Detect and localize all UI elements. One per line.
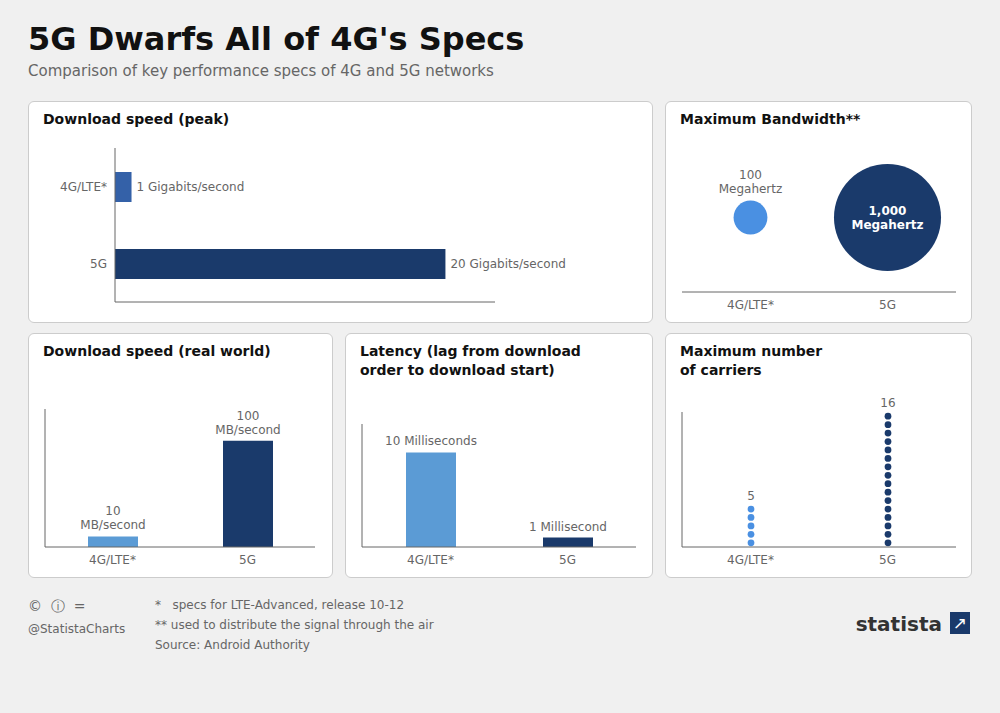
- html-text:** used to distribute the sign: ** used to distribute the signal through…: [155, 618, 434, 632]
- html-text:Comparison of key performance: Comparison of key performance specs of 4…: [28, 62, 494, 80]
- svg-text:10MB/second: 10MB/second: [80, 504, 145, 532]
- svg-text:5G: 5G: [879, 553, 896, 567]
- svg-text:4G/LTE*: 4G/LTE*: [727, 553, 774, 567]
- svg-text:10 Milliseconds: 10 Milliseconds: [385, 434, 477, 448]
- html-text:Maximum Bandwidth**: Maximum Bandwidth**: [680, 111, 861, 127]
- svg-text:100Megahertz: 100Megahertz: [719, 168, 783, 196]
- svg-text:5G: 5G: [559, 553, 576, 567]
- svg-text:5G: 5G: [90, 257, 107, 271]
- svg-text:5G: 5G: [879, 298, 896, 312]
- svg-text:4G/LTE*: 4G/LTE*: [407, 553, 454, 567]
- svg-text:1,000Megahertz: 1,000Megahertz: [851, 204, 923, 232]
- html-text:Download speed (peak): Download speed (peak): [43, 111, 230, 127]
- svg-text:5G: 5G: [239, 553, 256, 567]
- html-text:@StatistaCharts: @StatistaCharts: [28, 622, 126, 636]
- svg-text:5: 5: [747, 489, 755, 503]
- html-text:Source: Android Authority: Source: Android Authority: [155, 638, 310, 652]
- html-text:Latency (lag from download ord: Latency (lag from download order to down…: [360, 343, 581, 378]
- svg-text:100MB/second: 100MB/second: [215, 409, 280, 437]
- svg-text:4G/LTE*: 4G/LTE*: [89, 553, 136, 567]
- svg-text:20 Gigabits/second: 20 Gigabits/second: [450, 257, 565, 271]
- svg-text:16: 16: [880, 396, 895, 410]
- svg-text:1 Gigabits/second: 1 Gigabits/second: [137, 180, 245, 194]
- html-text:* specs for LTE-Advanced, rele: * specs for LTE-Advanced, release 10-12: [155, 598, 404, 612]
- svg-text:4G/LTE*: 4G/LTE*: [727, 298, 774, 312]
- svg-text:1 Millisecond: 1 Millisecond: [529, 520, 607, 534]
- html-text:Download speed (real world): Download speed (real world): [43, 343, 271, 359]
- svg-text:4G/LTE*: 4G/LTE*: [60, 180, 107, 194]
- html-text:Maximum number of carriers: Maximum number of carriers: [680, 343, 823, 378]
- html-text:statista: statista: [855, 612, 942, 636]
- html-text:5G Dwarfs All of 4G's Specs: 5G Dwarfs All of 4G's Specs: [28, 20, 525, 58]
